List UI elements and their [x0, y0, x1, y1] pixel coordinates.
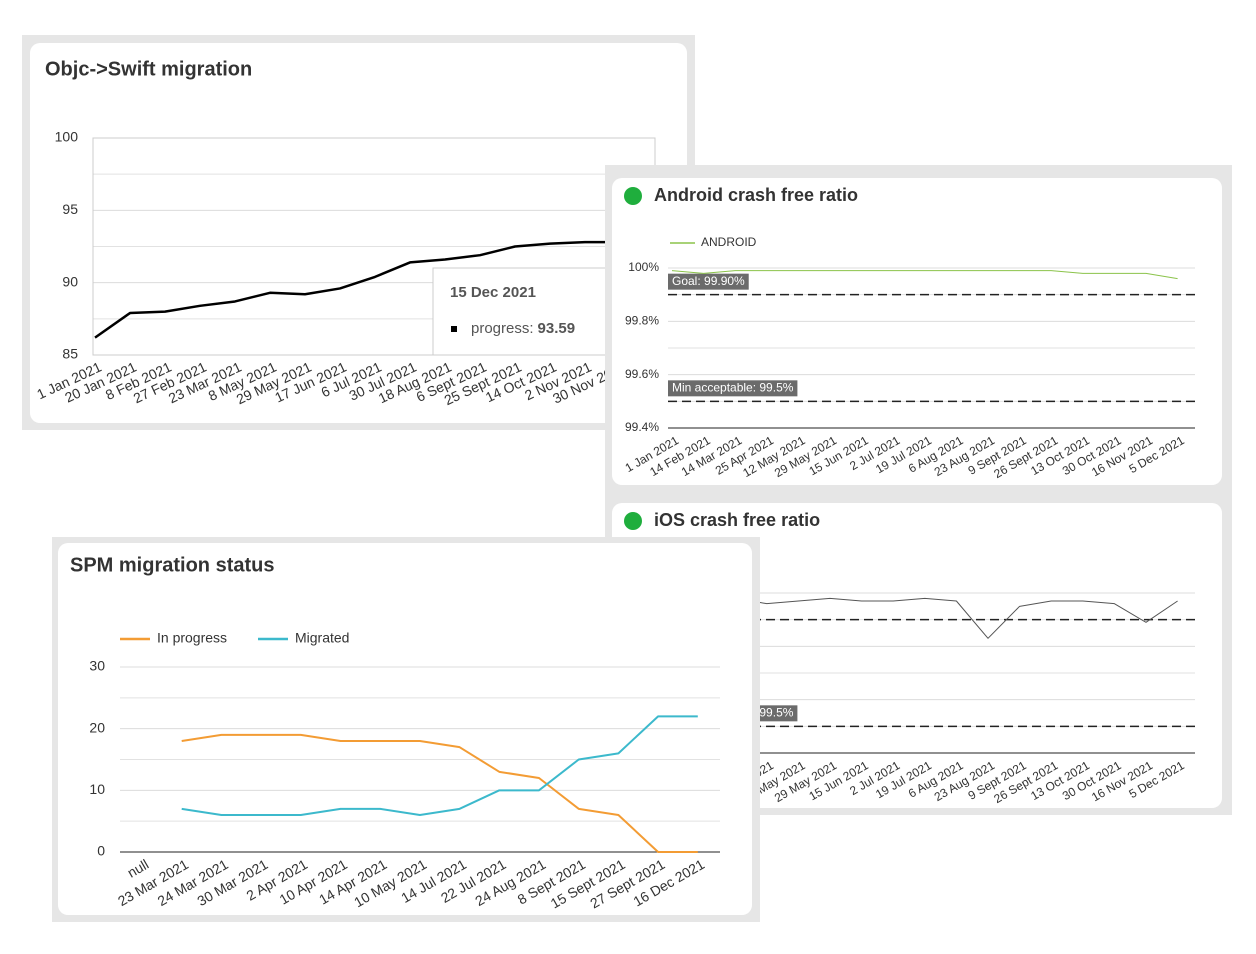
- y-tick-label: 10: [89, 781, 105, 797]
- tooltip-swatch: [451, 326, 457, 332]
- legend-label: Migrated: [295, 630, 349, 646]
- tooltip-label: progress:: [471, 320, 534, 337]
- y-tick-label: 85: [62, 346, 78, 362]
- y-tick-label: 0: [97, 843, 105, 859]
- card: [612, 178, 1222, 485]
- y-tick-label: 100: [55, 129, 79, 145]
- data-line: [94, 240, 620, 339]
- y-tick-label: 90: [62, 273, 78, 289]
- data-line: [181, 733, 698, 853]
- status-dot: [624, 512, 642, 530]
- y-tick-label: 100%: [628, 260, 659, 274]
- chart-title: Objc->Swift migration: [45, 58, 252, 80]
- data-line: [181, 715, 698, 816]
- chart-title: SPM migration status: [70, 554, 274, 576]
- reference-label: Goal: 99.90%: [672, 274, 745, 288]
- card: [612, 503, 1222, 808]
- y-tick-label: 95: [62, 201, 78, 217]
- y-tick-label: 99.8%: [625, 314, 659, 328]
- y-tick-label: 99.6%: [625, 367, 659, 381]
- data-line: [671, 270, 1178, 280]
- legend-label: In progress: [157, 630, 227, 646]
- y-tick-label: 99.4%: [625, 420, 659, 434]
- reference-label: Min acceptable: 99.5%: [672, 381, 794, 395]
- y-tick-label: 30: [89, 658, 105, 674]
- reference-label-bg: [668, 273, 749, 290]
- chart-title: iOS crash free ratio: [654, 510, 820, 530]
- tooltip-value: 93.59: [538, 320, 576, 337]
- chart-title: Android crash free ratio: [654, 185, 858, 205]
- tooltip: [432, 267, 616, 356]
- reference-label-bg: [668, 380, 798, 397]
- status-dot: [624, 187, 642, 205]
- tooltip-title: 15 Dec 2021: [450, 284, 536, 301]
- legend-label: ANDROID: [701, 235, 757, 249]
- y-tick-label: 20: [89, 719, 105, 735]
